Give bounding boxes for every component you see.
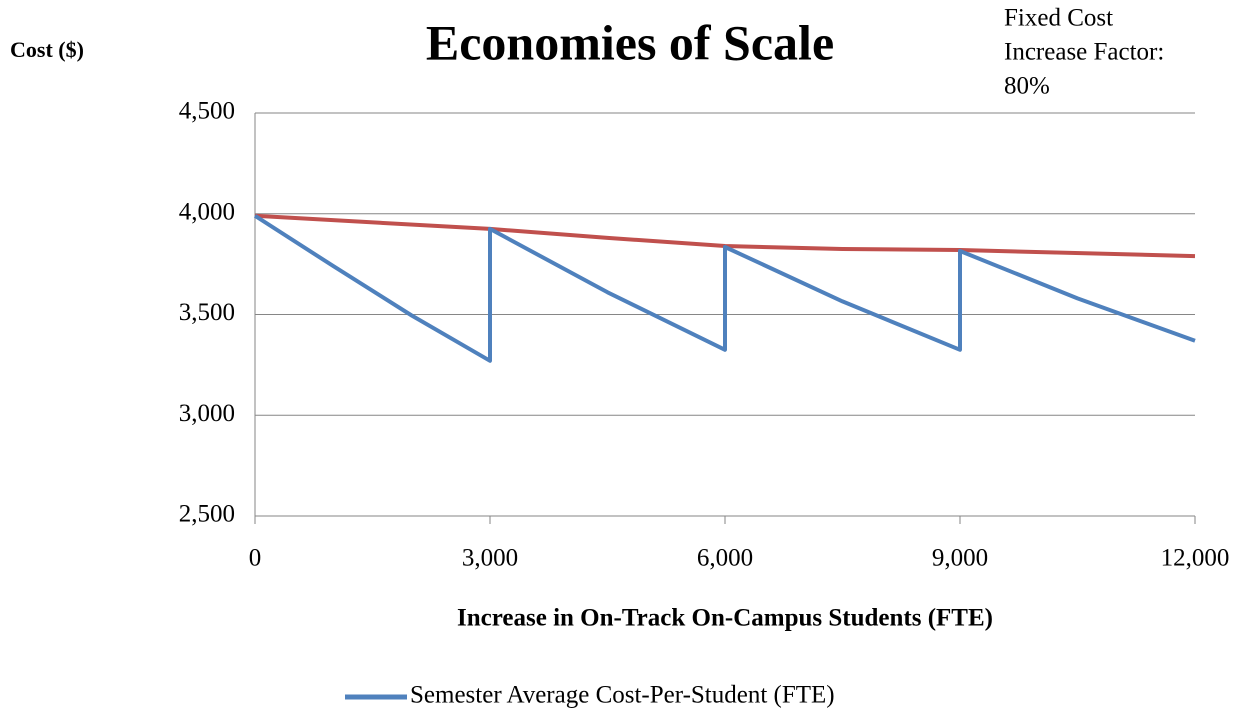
y-tick-label: 3,500	[179, 299, 235, 326]
x-tick-label: 12,000	[1161, 545, 1230, 572]
x-tick-label: 0	[249, 545, 262, 572]
x-tick-label: 6,000	[697, 545, 753, 572]
annotation: 80%	[1004, 73, 1050, 100]
series-line	[253, 214, 1196, 363]
legend-label: Semester Average Cost-Per-Student (FTE)	[410, 682, 835, 709]
x-tick-label: 9,000	[932, 545, 988, 572]
y-axis-label: Cost ($)	[10, 37, 84, 62]
y-tick-label: 3,000	[179, 400, 235, 427]
y-tick-label: 4,000	[179, 198, 235, 225]
y-tick-label: 4,500	[179, 98, 235, 125]
chart-title: Economies of Scale	[426, 14, 834, 70]
x-tick-label: 3,000	[462, 545, 518, 572]
annotation: Fixed Cost	[1004, 5, 1113, 32]
x-axis-label: Increase in On-Track On-Campus Students …	[457, 605, 993, 632]
annotation: Increase Factor:	[1004, 39, 1164, 66]
y-tick-label: 2,500	[179, 501, 235, 528]
